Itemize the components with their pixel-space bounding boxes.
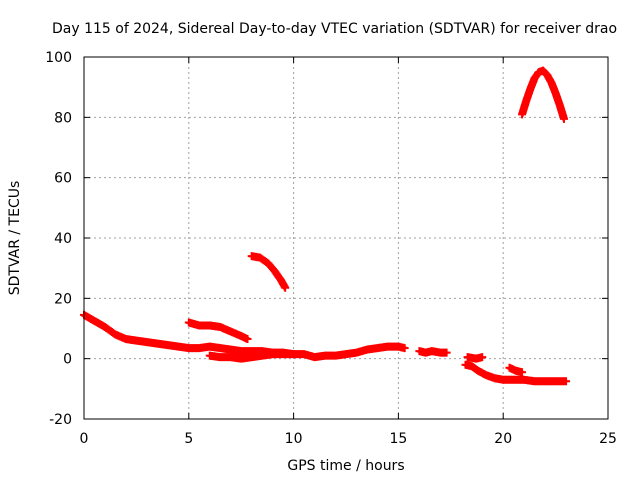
data-point — [442, 348, 451, 357]
chart-title: Day 115 of 2024, Sidereal Day-to-day VTE… — [52, 21, 617, 37]
y-tick-label: 0 — [63, 352, 72, 368]
data-point — [400, 344, 409, 353]
series-arc-1 — [80, 310, 298, 359]
series-arc-2 — [184, 318, 252, 344]
series-arc-3 — [247, 252, 290, 292]
axis-ticks: 0 5 10 15 20 25 -20 0 20 40 60 80 100 — [45, 50, 617, 447]
y-tick-label: 100 — [45, 50, 72, 66]
x-tick-label: 15 — [389, 431, 407, 447]
y-tick-label: 40 — [54, 231, 72, 247]
x-tick-label: 0 — [80, 431, 89, 447]
plot-frame — [83, 56, 609, 420]
y-axis-label: SDTVAR / TECUs — [7, 181, 23, 296]
series-arc-9 — [518, 66, 568, 123]
data-points — [80, 66, 571, 386]
y-tick-label: 20 — [54, 291, 72, 307]
y-tick-label: 60 — [54, 171, 72, 187]
data-point — [478, 353, 487, 362]
data-point — [243, 335, 252, 344]
grid — [84, 57, 608, 419]
x-tick-label: 25 — [599, 431, 617, 447]
series-arc-8 — [505, 363, 527, 377]
x-tick-label: 20 — [494, 431, 512, 447]
y-tick-label: -20 — [49, 412, 72, 428]
x-tick-label: 10 — [285, 431, 303, 447]
x-tick-label: 5 — [184, 431, 193, 447]
data-point — [518, 368, 527, 377]
data-point — [562, 377, 571, 386]
series-arc-7 — [463, 353, 487, 363]
y-tick-label: 80 — [54, 110, 72, 126]
x-axis-label: GPS time / hours — [287, 458, 404, 474]
series-arc-4 — [205, 342, 409, 363]
data-point — [281, 283, 290, 292]
series-arc-5 — [415, 347, 451, 357]
series-arc-6 — [461, 360, 571, 386]
data-point — [559, 114, 568, 123]
